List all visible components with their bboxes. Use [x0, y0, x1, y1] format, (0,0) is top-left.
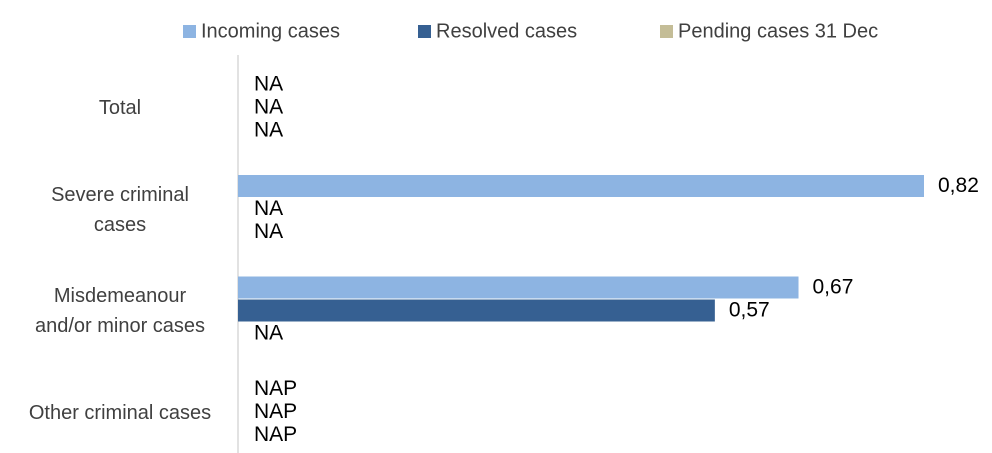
value-label: NA [254, 322, 283, 345]
legend-swatch [183, 25, 196, 38]
legend-label: Pending cases 31 Dec [678, 20, 878, 42]
value-label: NA [254, 96, 283, 119]
value-label: NA [254, 119, 283, 142]
value-label: NA [254, 73, 283, 96]
category-label: Other criminal cases [28, 401, 212, 424]
bar [238, 299, 715, 322]
category-label: Severe criminal cases [51, 183, 189, 236]
category-label: Total [98, 97, 142, 119]
value-label: NAP [254, 400, 297, 423]
bar [238, 175, 924, 197]
legend-swatch [418, 25, 431, 38]
value-label: NAP [254, 423, 297, 446]
value-label: NA [254, 197, 283, 220]
bar [238, 276, 799, 299]
value-label: NAP [254, 377, 297, 400]
legend-swatch [660, 25, 673, 38]
value-label: 0,82 [938, 174, 979, 197]
category-label: Misdemeanour and/or minor cases [34, 285, 206, 337]
value-label: 0,57 [729, 299, 770, 322]
value-label: 0,67 [813, 276, 854, 299]
value-label: NA [254, 220, 283, 243]
legend-label: Incoming cases [201, 20, 340, 42]
legend-label: Resolved cases [436, 20, 577, 42]
